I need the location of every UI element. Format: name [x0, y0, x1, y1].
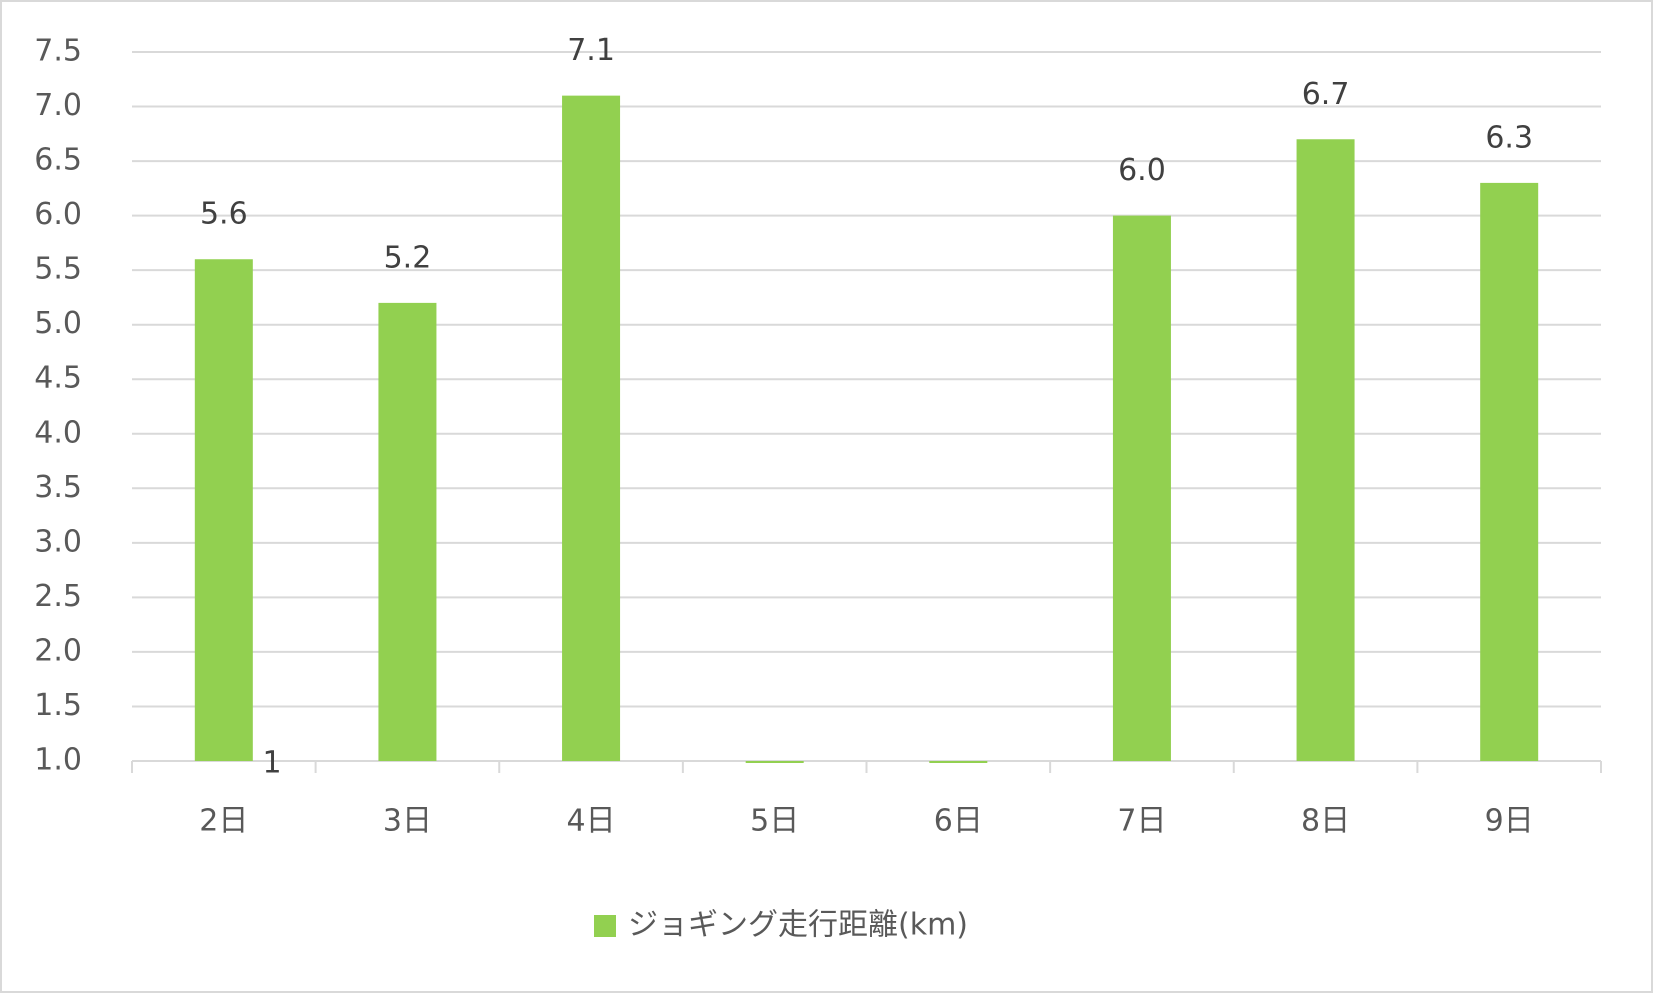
bar	[1112, 215, 1171, 762]
bar	[1480, 182, 1539, 761]
bar	[929, 761, 988, 763]
y-tick-label: 2.5	[34, 579, 82, 614]
bar	[1296, 139, 1355, 761]
y-tick-label: 5.0	[34, 306, 82, 341]
x-tick-label: 4日	[567, 804, 616, 839]
bar	[378, 302, 437, 761]
y-tick-label: 4.0	[34, 415, 82, 450]
x-tick-label: 8日	[1301, 804, 1350, 839]
y-tick-label: 5.5	[34, 252, 82, 287]
y-tick-label: 1.0	[34, 743, 82, 778]
x-tick-label: 3日	[383, 804, 432, 839]
x-tick-label: 9日	[1485, 804, 1534, 839]
legend-swatch	[594, 915, 616, 937]
annotation: 1	[262, 746, 281, 781]
y-tick-label: 7.5	[34, 34, 82, 69]
y-tick-label: 2.0	[34, 633, 82, 668]
y-tick-label: 1.5	[34, 688, 82, 723]
value-label: 5.6	[200, 197, 248, 232]
bar	[194, 259, 253, 761]
value-label: 6.0	[1118, 153, 1166, 188]
y-tick-label: 3.0	[34, 524, 82, 559]
bar	[745, 761, 804, 763]
value-label: 6.7	[1302, 77, 1350, 112]
y-tick-label: 6.0	[34, 197, 82, 232]
y-tick-label: 6.5	[34, 143, 82, 178]
x-tick-label: 7日	[1117, 804, 1166, 839]
value-label: 6.3	[1485, 120, 1533, 155]
y-tick-label: 3.5	[34, 470, 82, 505]
x-tick-label: 6日	[934, 804, 983, 839]
x-tick-label: 2日	[199, 804, 248, 839]
value-label: 7.1	[567, 33, 615, 68]
x-tick-label: 5日	[750, 804, 799, 839]
y-tick-label: 7.0	[34, 88, 82, 123]
y-tick-label: 4.5	[34, 361, 82, 396]
legend-label: ジョギング走行距離(km)	[628, 908, 968, 943]
bar	[562, 95, 621, 762]
value-label: 5.2	[384, 240, 432, 275]
